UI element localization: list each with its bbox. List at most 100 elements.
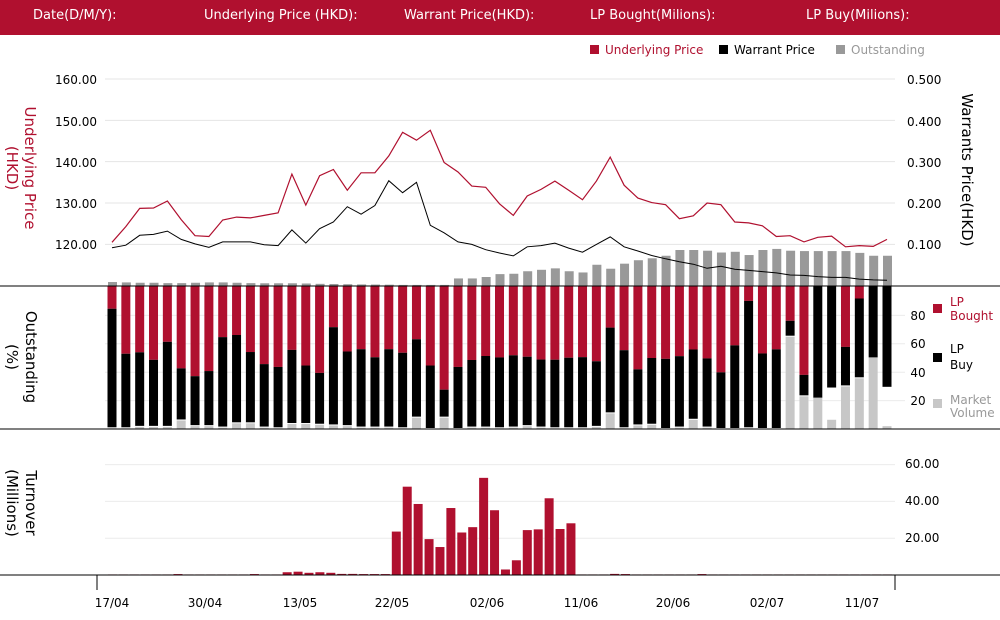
turnover-bar-22 (348, 573, 358, 575)
lp-bought-bar-35 (591, 286, 601, 362)
lp-buy-bar-24 (439, 389, 449, 417)
lp-buy-bar-45 (730, 345, 740, 428)
turnover-bar-33 (468, 527, 478, 575)
outstanding-bar-6 (191, 282, 201, 286)
x-label-20-06: 20/06 (656, 596, 691, 610)
lp-buy-bar-9 (232, 334, 242, 423)
lp-bought-bar-43 (702, 286, 712, 359)
market-volume-bar-18 (356, 427, 366, 429)
lp-buy-bar-2 (135, 352, 145, 426)
market-volume-bar-26 (467, 427, 477, 429)
lp-bought-bar-48 (771, 286, 781, 350)
outstanding-bar-29 (509, 273, 519, 286)
underlying-price-line (111, 129, 888, 248)
legend-market-volume-line1: Market (950, 393, 992, 407)
market-volume-bar-10 (245, 423, 255, 429)
turnover-bar-21 (337, 573, 347, 575)
lp-buy-bar-39 (647, 357, 657, 424)
lp-bought-bar-18 (356, 286, 366, 350)
lp-bought-bar-16 (328, 286, 338, 328)
lp-bought-bar-13 (287, 286, 297, 350)
market-volume-bar-41 (674, 427, 684, 429)
outstanding-bar-31 (537, 269, 547, 286)
outstanding-bar-16 (329, 283, 339, 286)
market-volume-bar-27 (481, 427, 491, 429)
outstanding-bar-13 (287, 283, 297, 286)
lp-buy-bar-17 (342, 351, 352, 426)
market-volume-bar-9 (232, 423, 242, 429)
legend-swatch-lp-buy (933, 353, 942, 362)
lp-bought-bar-32 (550, 286, 560, 360)
lp-bought-bar-36 (605, 286, 615, 328)
lp-buy-bar-28 (495, 357, 504, 428)
turnover-bar-27 (402, 486, 412, 575)
date-label: Date(D/M/Y): (33, 8, 117, 23)
lp-buy-bar-55 (868, 286, 878, 358)
lp-buy-bar-27 (481, 356, 491, 427)
lp-buy-bar-36 (605, 327, 615, 413)
outstanding-bar-8 (218, 282, 228, 286)
lp-bought-bar-30 (522, 286, 532, 357)
turnover-bar-28 (413, 503, 423, 575)
lp-bought-bar-29 (508, 286, 518, 356)
outstanding-bar-20 (384, 284, 394, 286)
lp-bought-bar-10 (245, 286, 255, 353)
turnover-bar-35 (490, 510, 500, 575)
lp-bought-bar-12 (273, 286, 283, 367)
outstanding-bar-12 (274, 283, 284, 286)
market-volume-bar-5 (176, 420, 186, 429)
market-volume-bar-6 (190, 426, 200, 429)
lp-bought-bar-34 (578, 286, 588, 358)
lp-bought-bar-47 (757, 286, 767, 354)
lp-bought-bar-40 (661, 286, 671, 359)
outstanding-bar-30 (523, 271, 533, 286)
market-volume-bar-22 (411, 417, 421, 429)
legend-lp-bought-line1: LP (950, 295, 964, 309)
right-tick-0400: 0.400 (907, 115, 941, 129)
lp-buy-bar-6 (190, 376, 200, 426)
x-axis-labels: 17/04 30/04 13/05 22/05 02/06 11/06 20/0… (95, 596, 880, 610)
left-tick-130: 130.00 (55, 197, 97, 211)
lp-bought-bar-7 (204, 286, 214, 372)
lp-bought-bar-6 (190, 286, 200, 377)
outstanding-bar-44 (716, 252, 726, 286)
lp-buy-bar-5 (176, 368, 186, 420)
legend-swatch-underlying (590, 45, 599, 54)
market-volume-bar-11 (259, 427, 269, 429)
outstanding-bar-52 (827, 251, 837, 286)
turnover-tick-40: 40.00 (905, 494, 939, 508)
turnover-bar-30 (435, 547, 445, 575)
warrant-price-line (111, 179, 888, 281)
lp-buy-bar-41 (674, 356, 684, 427)
price-lines (111, 129, 888, 281)
lp-buy-bar-8 (218, 337, 228, 427)
lp-buy-bar-0 (107, 308, 117, 428)
lp-buy-bar-7 (204, 371, 214, 426)
lp-buy-bar-42 (688, 349, 698, 419)
lp-bought-bar-20 (384, 286, 394, 350)
lp-bought-bar-2 (135, 286, 145, 353)
lp-buy-bar-12 (273, 366, 283, 428)
legend-lp-buy-line1: LP (950, 342, 964, 356)
lp-buy-bar-54 (854, 298, 864, 378)
turnover-bar-31 (446, 508, 456, 575)
outstanding-bar-55 (869, 255, 879, 286)
lp-buy-bar-15 (315, 372, 325, 424)
left-tick-140: 140.00 (55, 156, 97, 170)
market-volume-bar-42 (688, 419, 698, 429)
outstanding-bars (108, 248, 892, 286)
lp-buy-bar-50 (799, 374, 809, 396)
market-volume-bar-52 (827, 419, 837, 429)
lp-bought-bar-21 (398, 286, 408, 353)
market-volume-bar-3 (149, 426, 159, 429)
lp-bought-bar-25 (453, 286, 463, 367)
lp-buy-bar-48 (771, 349, 781, 428)
lp-buy-bar-46 (744, 300, 754, 428)
turnover-bar-39 (533, 529, 543, 575)
market-volume-bar-39 (647, 424, 657, 429)
turnover-bar-37 (511, 560, 521, 575)
lp-bought-bar-8 (218, 286, 228, 338)
lp-bought-bar-31 (536, 286, 546, 360)
y-title-turnover-line2: (Millions) (3, 469, 21, 537)
